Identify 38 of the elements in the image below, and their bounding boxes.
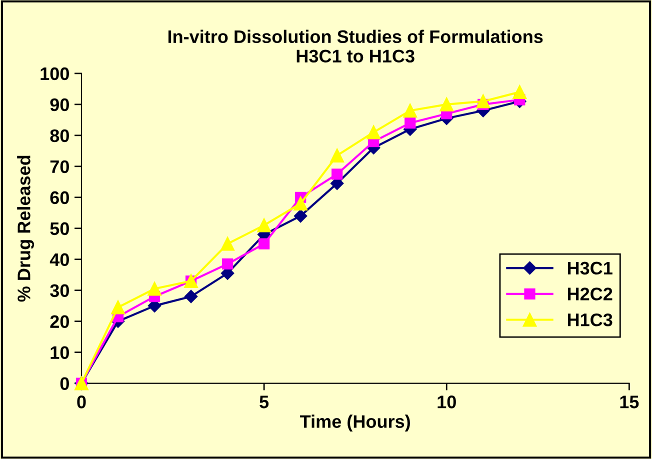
point <box>294 209 308 223</box>
point <box>440 97 454 112</box>
x-tick-label: 0 <box>77 396 86 408</box>
x-tick-label: 5 <box>260 396 269 408</box>
point <box>366 125 381 140</box>
y-tick-label: 40 <box>50 253 69 266</box>
x-tick-label: 15 <box>620 396 639 408</box>
y-tick-label: 50 <box>50 222 69 236</box>
point <box>512 85 527 99</box>
y-tick-label: 70 <box>50 160 69 174</box>
y-tick-label: 10 <box>50 346 69 360</box>
y-tick-label: 80 <box>50 129 69 142</box>
point <box>184 290 198 304</box>
point <box>404 117 416 129</box>
point <box>148 282 162 296</box>
y-tick-label: 100 <box>40 67 69 80</box>
y-tick-label: 0 <box>60 377 69 390</box>
point <box>476 94 490 108</box>
point <box>111 300 125 314</box>
legend-label: H1C3 <box>568 313 612 326</box>
point <box>332 168 343 180</box>
point <box>294 196 308 211</box>
legend-label: H3C1 <box>568 262 612 275</box>
y-tick-label: 20 <box>50 315 69 328</box>
x-tick-label: 10 <box>438 396 456 408</box>
legend-label: H2C2 <box>568 288 612 300</box>
point <box>258 238 270 250</box>
point <box>222 258 234 270</box>
point <box>220 236 234 251</box>
point <box>330 148 344 162</box>
point <box>257 218 272 232</box>
y-tick-label: 90 <box>50 98 69 112</box>
y-tick-label: 60 <box>50 191 69 204</box>
y-axis-title: % Drug Released <box>17 156 34 302</box>
y-tick-label: 30 <box>50 284 69 298</box>
point <box>403 104 418 118</box>
chart-title: In-vitro Dissolution Studies of Formulations H3C1 to H1C3 <box>168 30 543 63</box>
x-axis-title: Time (Hours) <box>300 414 410 432</box>
